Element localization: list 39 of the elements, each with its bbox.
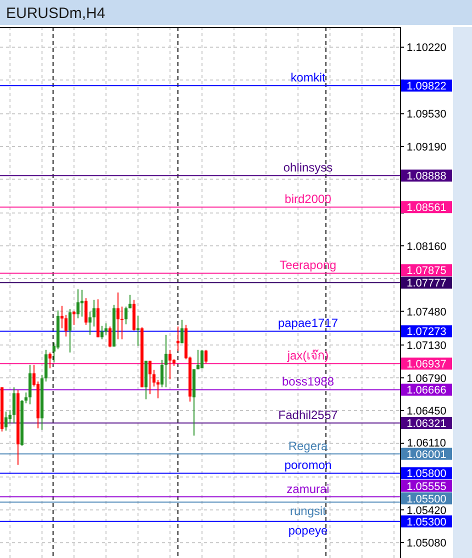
ref-value: 1.06321 [406,418,446,430]
ref-value: 1.06666 [406,384,446,397]
ref-label: Fadhil2557 [278,408,338,422]
y-tick: 1.06110 [407,437,446,450]
ref-value: 1.09822 [406,80,446,93]
ref-value: 1.08561 [406,202,446,214]
ref-value: 1.06001 [406,448,446,461]
ref-label: zamurai [286,482,330,496]
ref-label: popeye [288,523,328,538]
y-tick: 1.07480 [406,306,446,318]
ref-label: poromon [284,458,332,472]
ref-label: papae1717 [278,316,338,330]
ref-label: rungsit [290,504,326,518]
ref-label: Regera [288,438,328,453]
ref-value: 1.07777 [406,278,446,290]
ref-label: jax(เจ๊ก) [287,348,329,363]
ref-value: 1.07875 [406,265,446,278]
ref-label: Teerapong [280,258,336,272]
y-tick: 1.08160 [406,240,446,253]
ref-label: boss1988 [282,374,334,389]
ref-value: 1.05300 [406,516,446,528]
y-tick: 1.09190 [406,142,446,154]
title: EURUSDm,H4 [6,5,106,22]
y-tick: 1.05420 [406,504,446,517]
ref-value: 1.05800 [406,468,446,480]
ref-label: komkit [290,70,326,85]
y-tick: 1.10220 [406,42,446,54]
y-tick: 1.07130 [406,340,446,352]
ref-value: 1.05500 [406,493,446,506]
y-tick: 1.05080 [406,538,446,550]
ref-value: 1.07273 [406,326,446,338]
ref-label: ohlinsyss [283,160,333,175]
ref-value: 1.05555 [406,480,446,493]
y-tick: 1.09530 [406,108,446,121]
ref-label: bird2000 [284,192,332,206]
y-tick: 1.06790 [406,372,446,385]
ref-value: 1.08888 [406,170,446,183]
ref-value: 1.06937 [406,358,446,371]
y-tick: 1.06450 [406,406,446,418]
